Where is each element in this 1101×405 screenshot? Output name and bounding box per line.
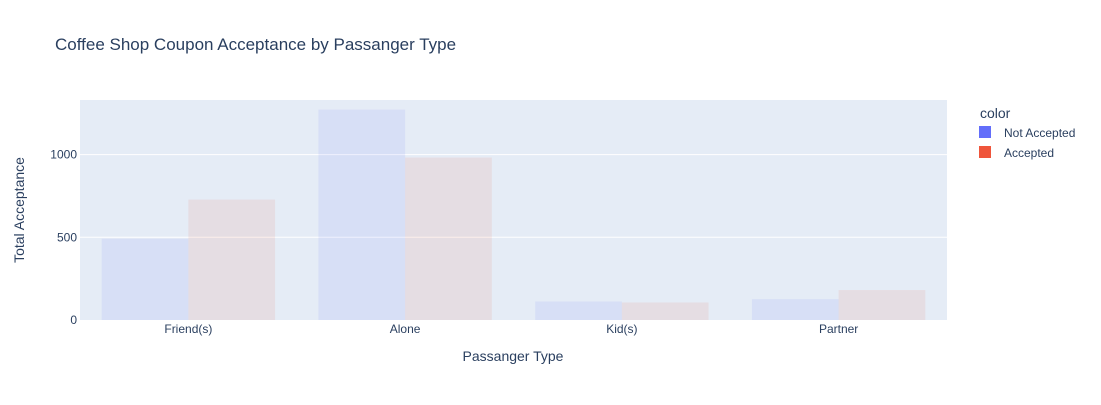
bar-not-accepted[interactable]	[535, 301, 622, 320]
legend-title: color	[980, 105, 1011, 121]
x-axis-title: Passanger Type	[463, 348, 564, 364]
y-tick-label: 0	[70, 313, 77, 327]
x-tick-labels: Friend(s) Alone Kid(s) Partner	[164, 322, 858, 336]
gridlines	[80, 154, 947, 238]
bar-not-accepted[interactable]	[101, 238, 189, 320]
y-axis-title: Total Acceptance	[11, 157, 27, 263]
legend-swatch-not-accepted[interactable]	[979, 126, 991, 138]
bar-not-accepted[interactable]	[318, 109, 406, 320]
x-tick-label: Alone	[390, 322, 421, 336]
x-tick-label: Kid(s)	[606, 322, 637, 336]
x-tick-label: Partner	[819, 322, 858, 336]
chart-title: Coffee Shop Coupon Acceptance by Passang…	[55, 35, 456, 54]
legend[interactable]: color Not Accepted Accepted	[979, 105, 1075, 160]
bar-accepted[interactable]	[621, 302, 709, 320]
legend-label-not-accepted[interactable]: Not Accepted	[1004, 126, 1075, 140]
y-tick-label: 500	[57, 230, 77, 244]
bars	[101, 109, 926, 320]
bar-accepted[interactable]	[838, 290, 926, 320]
legend-label-accepted[interactable]: Accepted	[1004, 146, 1054, 160]
legend-swatch-accepted[interactable]	[979, 146, 991, 158]
y-tick-labels: 0 500 1000	[50, 148, 77, 327]
legend-items[interactable]: Not Accepted Accepted	[979, 126, 1075, 160]
bar-accepted[interactable]	[405, 157, 492, 320]
bar-not-accepted[interactable]	[751, 299, 839, 320]
y-tick-label: 1000	[50, 148, 77, 162]
x-tick-label: Friend(s)	[164, 322, 212, 336]
plot-area	[80, 100, 947, 320]
bar-accepted[interactable]	[188, 199, 276, 320]
